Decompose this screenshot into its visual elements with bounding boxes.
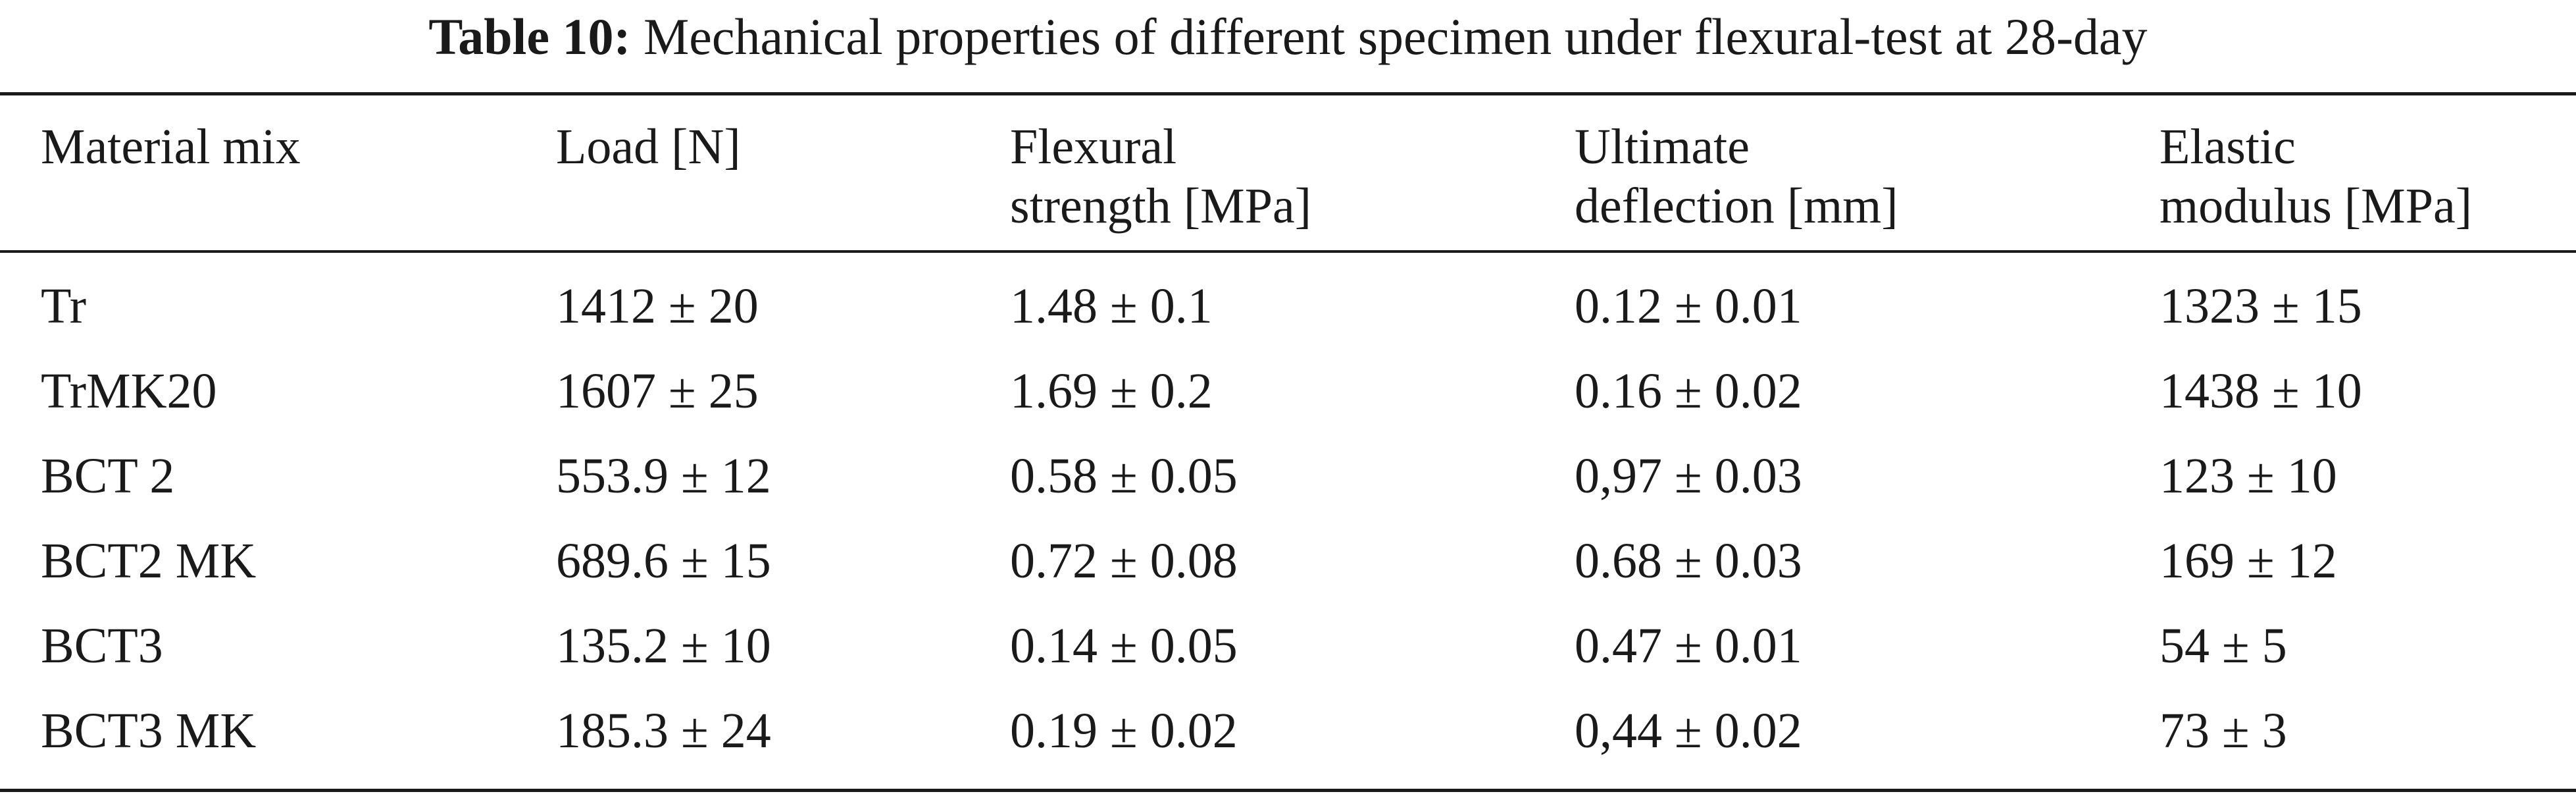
table-cell: 0,97 ± 0.03 — [1575, 448, 1802, 504]
header-load-line1: Load [N] — [556, 119, 741, 174]
header-flexural-strength: Flexural strength [MPa] — [1010, 117, 1311, 236]
table-cell: BCT3 — [41, 618, 163, 674]
table-cell: 689.6 ± 15 — [556, 533, 771, 589]
table-cell: 1412 ± 20 — [556, 278, 759, 334]
table-cell: 1607 ± 25 — [556, 363, 759, 419]
table-caption-text: Mechanical properties of different speci… — [643, 8, 2148, 65]
table-caption: Table 10: Mechanical properties of diffe… — [0, 0, 2576, 92]
header-material-mix-line1: Material mix — [41, 119, 301, 174]
table-cell: 1323 ± 15 — [2159, 278, 2362, 334]
table-top-rule — [0, 92, 2576, 95]
header-ultimate-deflection: Ultimate deflection [mm] — [1575, 117, 1898, 236]
table-cell: Tr — [41, 278, 87, 334]
table-cell: 0.47 ± 0.01 — [1575, 618, 1802, 674]
table-cell: 169 ± 12 — [2159, 533, 2337, 589]
header-ultimate-deflection-line1: Ultimate — [1575, 119, 1750, 174]
table-cell: 54 ± 5 — [2159, 618, 2287, 674]
table-cell: 553.9 ± 12 — [556, 448, 771, 504]
table-cell: 0.58 ± 0.05 — [1010, 448, 1238, 504]
table-cell: 0.16 ± 0.02 — [1575, 363, 1802, 419]
header-material-mix: Material mix — [41, 117, 301, 176]
table-cell: 0,44 ± 0.02 — [1575, 703, 1802, 758]
header-elastic-modulus-line2: modulus [MPa] — [2159, 178, 2472, 234]
table-cell: 123 ± 10 — [2159, 448, 2337, 504]
table-cell: 0.68 ± 0.03 — [1575, 533, 1802, 589]
table-cell: 135.2 ± 10 — [556, 618, 771, 674]
table-cell: 1.48 ± 0.1 — [1010, 278, 1213, 334]
table-cell: TrMK20 — [41, 363, 217, 419]
header-load: Load [N] — [556, 117, 741, 176]
table-cell: 73 ± 3 — [2159, 703, 2287, 758]
table-cell: 0.72 ± 0.08 — [1010, 533, 1238, 589]
header-flexural-strength-line2: strength [MPa] — [1010, 178, 1312, 234]
header-ultimate-deflection-line2: deflection [mm] — [1575, 178, 1898, 234]
table-cell: 185.3 ± 24 — [556, 703, 771, 758]
table-cell: 0.12 ± 0.01 — [1575, 278, 1802, 334]
table-cell: BCT 2 — [41, 448, 175, 504]
table-header-rule — [0, 250, 2576, 253]
table-cell: BCT3 MK — [41, 703, 257, 758]
table-caption-label: Table 10: — [428, 8, 631, 65]
header-elastic-modulus-line1: Elastic — [2159, 119, 2296, 174]
table-cell: 0.19 ± 0.02 — [1010, 703, 1238, 758]
header-flexural-strength-line1: Flexural — [1010, 119, 1177, 174]
header-elastic-modulus: Elastic modulus [MPa] — [2159, 117, 2472, 236]
table-cell: 0.14 ± 0.05 — [1010, 618, 1238, 674]
table-cell: BCT2 MK — [41, 533, 257, 589]
table-bottom-rule — [0, 789, 2576, 792]
table-cell: 1438 ± 10 — [2159, 363, 2362, 419]
table-cell: 1.69 ± 0.2 — [1010, 363, 1213, 419]
